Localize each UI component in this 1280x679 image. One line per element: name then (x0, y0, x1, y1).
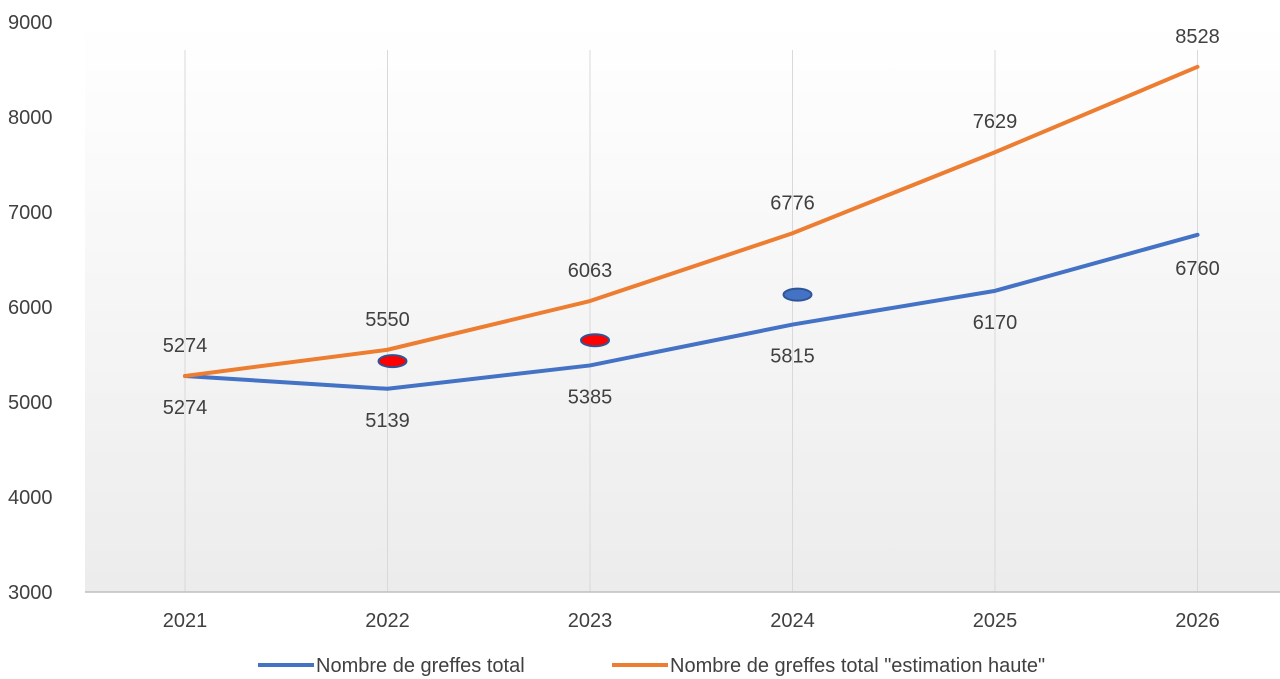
data-label-series-0: 5274 (163, 397, 208, 419)
data-labels: 5274 5139 5385 5815 6170 6760 5274 5550 6063 6776… (163, 26, 1220, 432)
y-tick-label: 4000 (8, 487, 53, 509)
y-tick-labels: 3000 4000 5000 6000 7000 8000 9000 (8, 12, 53, 604)
x-tick-labels: 2021 2022 2023 2024 2025 2026 (163, 610, 1220, 632)
data-label-series-1: 7629 (973, 111, 1018, 133)
series-line-1 (183, 64, 1200, 378)
y-tick-label: 8000 (8, 107, 53, 129)
data-label-series-1: 5274 (163, 335, 208, 357)
series-line-0 (183, 232, 1200, 391)
y-tick-label: 6000 (8, 297, 53, 319)
legend-label-0: Nombre de greffes total (316, 655, 525, 677)
x-tick-label: 2026 (1175, 610, 1220, 632)
data-label-series-1: 8528 (1175, 26, 1220, 48)
x-tick-label: 2025 (973, 610, 1018, 632)
y-tick-label: 9000 (8, 12, 53, 34)
data-label-series-0: 6760 (1175, 258, 1220, 280)
legend-label-1: Nombre de greffes total "estimation haut… (670, 655, 1045, 677)
series-lines (183, 64, 1200, 391)
x-tick-label: 2024 (770, 610, 815, 632)
data-label-series-1: 6063 (568, 260, 613, 282)
y-tick-label: 5000 (8, 392, 53, 414)
legend: Nombre de greffes total Nombre de greffes… (258, 655, 1045, 677)
data-label-series-1: 5550 (365, 309, 410, 331)
data-label-series-1: 6776 (770, 192, 815, 214)
data-label-series-0: 5815 (770, 346, 815, 368)
gridlines (184, 50, 1198, 592)
x-tick-label: 2022 (365, 610, 410, 632)
marker-2023 (580, 333, 610, 348)
x-tick-label: 2021 (163, 610, 208, 632)
data-label-series-0: 6170 (973, 312, 1018, 334)
data-label-series-0: 5385 (568, 386, 613, 408)
data-label-series-0: 5139 (365, 410, 410, 432)
marker-2022 (377, 354, 408, 369)
y-tick-label: 7000 (8, 202, 53, 224)
marker-2024 (782, 287, 813, 302)
annotation-markers (377, 287, 813, 369)
y-tick-label: 3000 (8, 582, 53, 604)
x-tick-label: 2023 (568, 610, 613, 632)
